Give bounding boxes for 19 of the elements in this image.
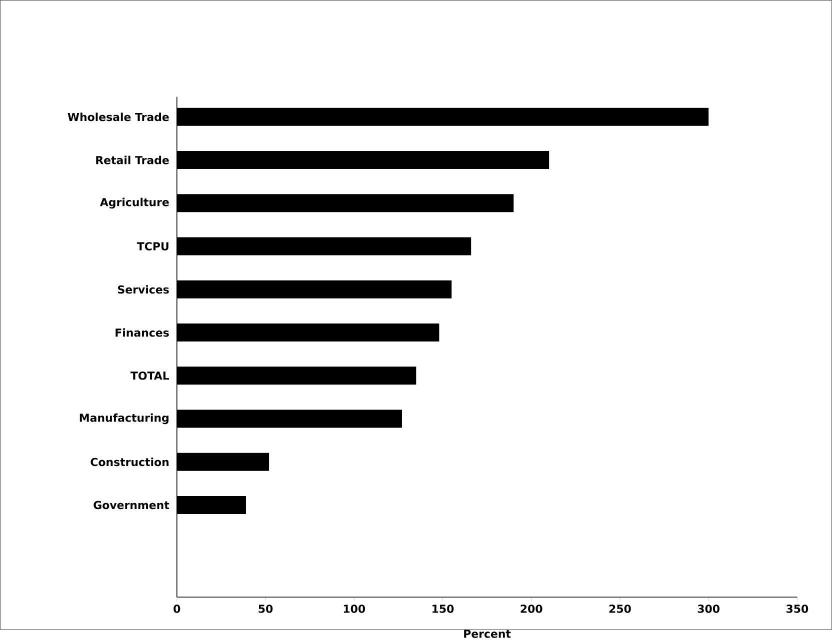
y-tick-label: Manufacturing bbox=[80, 413, 168, 424]
y-tick-label: Construction bbox=[90, 458, 169, 466]
y-tick-label: Services bbox=[118, 285, 169, 294]
y-tick-label: Finances bbox=[116, 328, 169, 337]
y-tick-label: Retail Trade bbox=[96, 156, 169, 164]
x-tick-label: 100 bbox=[344, 604, 366, 613]
y-tick-label: Agriculture bbox=[100, 198, 169, 208]
x-tick-label: 350 bbox=[786, 604, 808, 613]
y-tick-label: TOTAL bbox=[130, 371, 170, 380]
y-tick-label: Wholesale Trade bbox=[68, 112, 169, 122]
x-tick-label: 50 bbox=[258, 604, 273, 613]
y-tick-label: TCPU bbox=[136, 242, 168, 250]
x-tick-label: 0 bbox=[174, 604, 180, 613]
x-tick-label: 200 bbox=[520, 604, 542, 613]
y-tick-label: Government bbox=[94, 500, 170, 510]
x-axis-title: Percent bbox=[464, 630, 511, 638]
x-tick-label: 150 bbox=[432, 604, 454, 613]
x-tick-label: 300 bbox=[698, 604, 720, 613]
x-tick-label: 250 bbox=[609, 604, 631, 613]
